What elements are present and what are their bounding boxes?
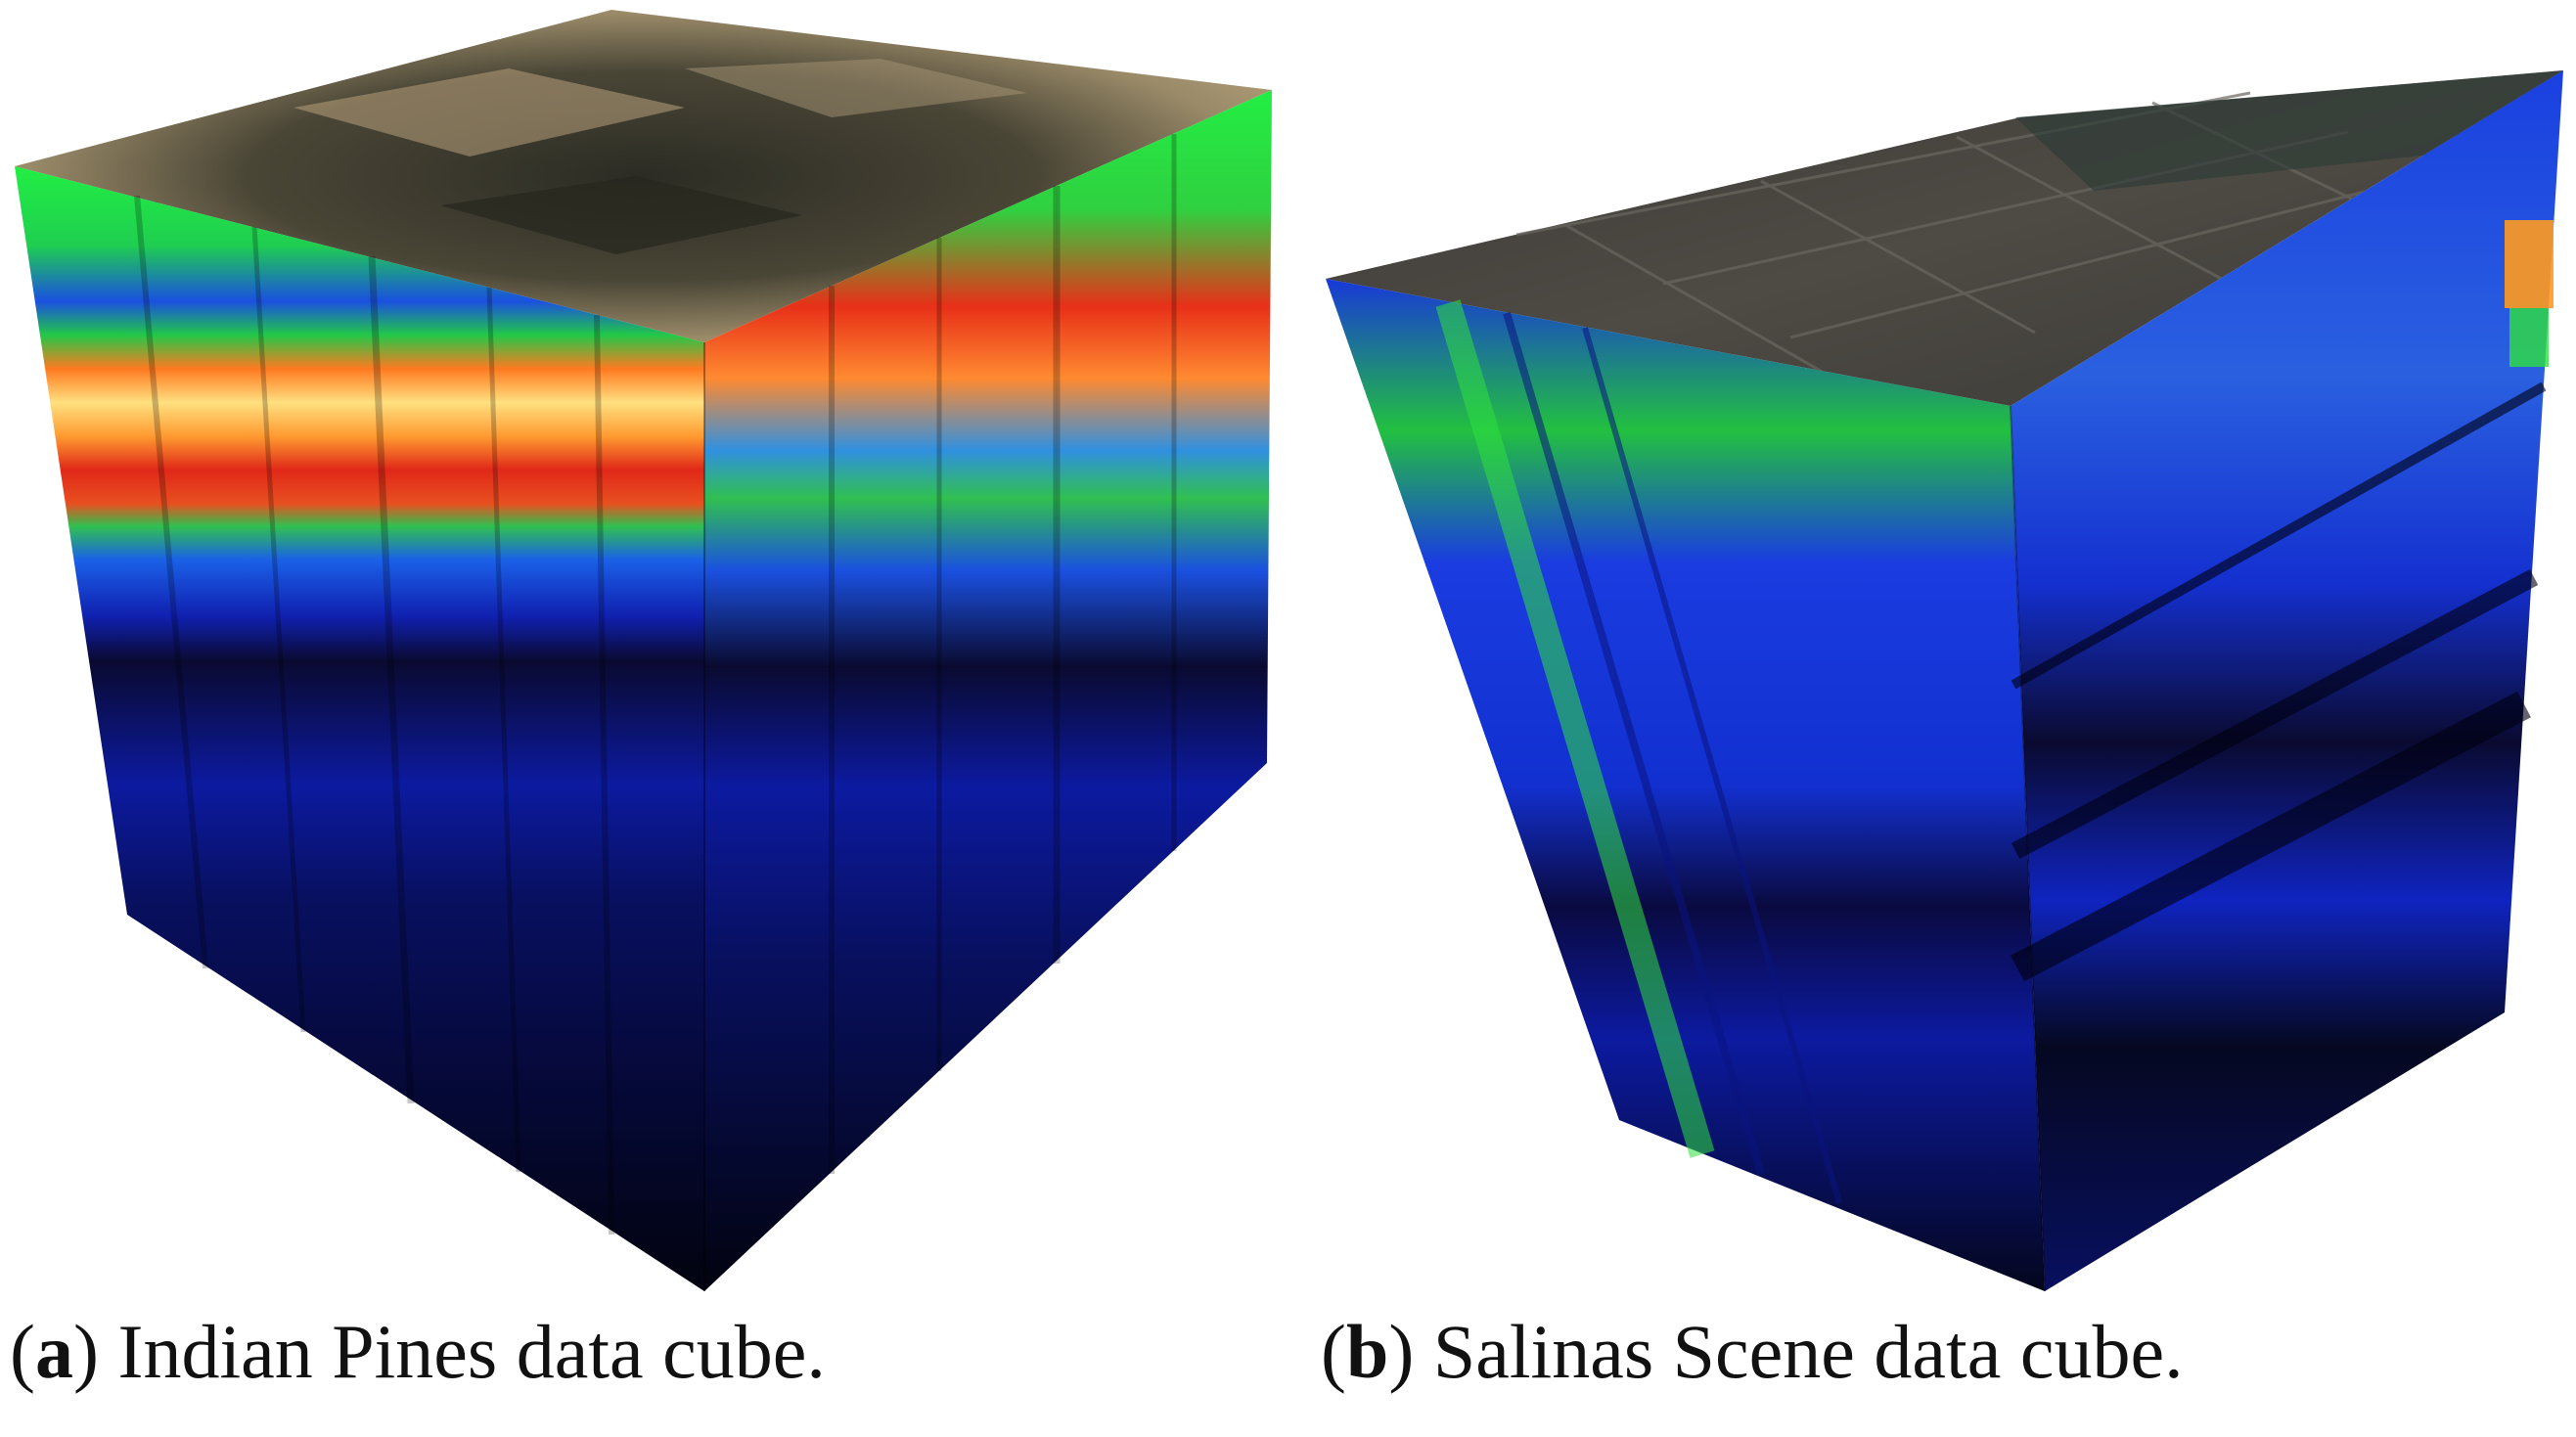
sl-left-streaks: [1435, 299, 1842, 1204]
caption-a-close: ): [72, 1309, 99, 1394]
caption-b-text: Salinas Scene data cube.: [1414, 1309, 2184, 1394]
caption-b-tag: b: [1345, 1309, 1389, 1394]
caption-b: (b) Salinas Scene data cube.: [1321, 1303, 2184, 1401]
sl-bright-column-green: [2509, 308, 2549, 367]
figure-images: [15, 10, 2563, 1291]
ip-top-patch: [685, 59, 1027, 117]
salinas-scene-data-cube: [1326, 70, 2563, 1291]
ip-front-left-face: [15, 166, 704, 1291]
ip-right-stripes: [829, 134, 1177, 1174]
caption-a-open: (: [10, 1309, 35, 1394]
ip-top-patch: [440, 176, 802, 254]
caption-a: (a) Indian Pines data cube.: [10, 1303, 826, 1401]
ip-front-right-face: [704, 90, 1272, 1291]
sl-top-patch: [2015, 70, 2563, 191]
caption-a-text: Indian Pines data cube.: [98, 1309, 826, 1394]
sl-front-right-face: [2011, 70, 2563, 1291]
sl-bright-column: [2505, 220, 2553, 308]
caption-b-close: ): [1388, 1309, 1415, 1394]
caption-b-open: (: [1321, 1309, 1346, 1394]
ip-top-patch: [294, 68, 685, 157]
sl-right-bands: [2011, 382, 2547, 982]
indian-pines-data-cube: [15, 10, 1272, 1291]
caption-a-tag: a: [34, 1309, 73, 1394]
sl-front-edge: [2010, 405, 2046, 1291]
ip-left-stripes: [134, 195, 614, 1235]
